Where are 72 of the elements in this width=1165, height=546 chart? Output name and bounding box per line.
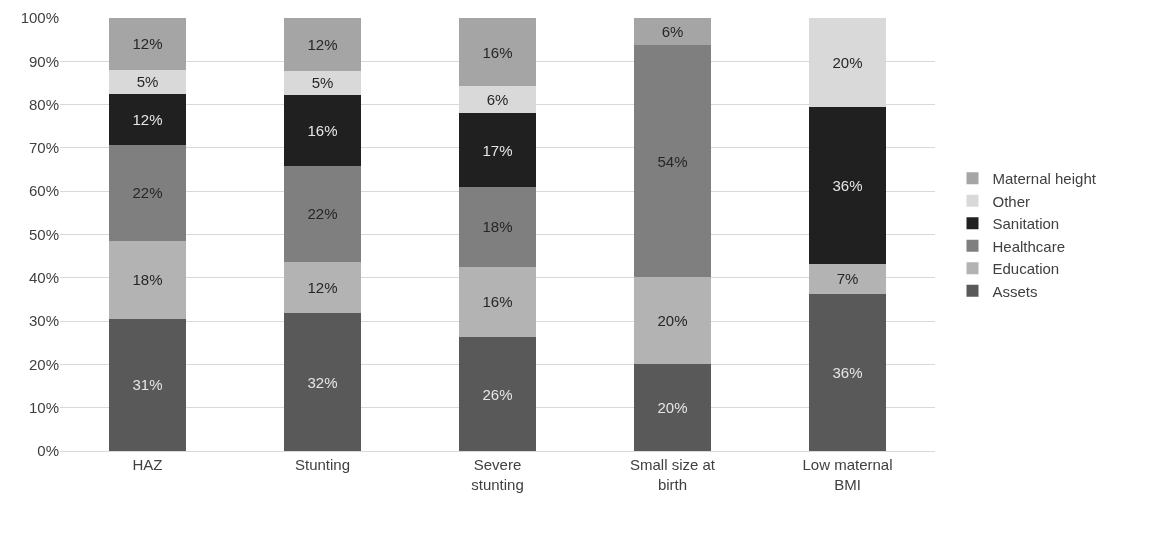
data-label: 32% xyxy=(307,373,338,391)
x-tick-label: Low maternal BMI xyxy=(802,456,893,493)
data-label: 31% xyxy=(132,376,163,394)
bar xyxy=(459,266,536,338)
data-label: 5% xyxy=(311,74,334,92)
bar xyxy=(284,71,361,95)
data-label: 12% xyxy=(132,35,163,53)
bar xyxy=(109,69,186,94)
legend-label: Other xyxy=(992,192,1031,210)
bar xyxy=(809,293,886,451)
bar xyxy=(284,262,361,314)
data-label: 5% xyxy=(136,73,159,91)
data-label: 12% xyxy=(307,279,338,297)
bar xyxy=(284,18,361,72)
bar xyxy=(634,363,711,451)
bar xyxy=(459,113,536,188)
data-label: 18% xyxy=(482,218,513,236)
y-tick-label: 0% xyxy=(37,442,59,460)
bar xyxy=(284,313,361,451)
bar xyxy=(109,144,186,241)
data-label: 7% xyxy=(836,270,859,288)
data-label: 26% xyxy=(482,385,513,403)
data-label: 16% xyxy=(482,293,513,311)
bar xyxy=(284,165,361,263)
data-label: 18% xyxy=(132,271,163,289)
data-label: 20% xyxy=(832,53,863,71)
data-label: 20% xyxy=(657,311,688,329)
bar xyxy=(284,94,361,166)
y-tick-label: 100% xyxy=(20,9,59,27)
y-tick-label: 30% xyxy=(28,312,59,330)
legend-label: Sanitation xyxy=(992,215,1060,233)
y-tick-label: 90% xyxy=(28,52,59,70)
x-tick-label: Small size at birth xyxy=(629,456,716,493)
bar xyxy=(809,106,886,264)
y-tick-label: 50% xyxy=(28,225,59,243)
y-tick-label: 20% xyxy=(28,355,59,373)
legend-label: Assets xyxy=(992,282,1038,300)
x-tick-label: HAZ xyxy=(132,456,163,473)
legend-label: Maternal height xyxy=(992,170,1097,188)
data-label: 17% xyxy=(482,141,513,159)
data-label: 16% xyxy=(482,43,513,61)
y-tick-label: 70% xyxy=(28,139,59,157)
x-tick-label: Stunting xyxy=(294,456,351,473)
data-label: 6% xyxy=(661,22,684,40)
data-label: 22% xyxy=(132,184,163,202)
data-label: 36% xyxy=(832,363,863,381)
bar xyxy=(109,241,186,319)
data-label: 22% xyxy=(307,205,338,223)
data-label: 12% xyxy=(307,36,338,54)
legend-label: Education xyxy=(992,260,1060,278)
y-tick-label: 60% xyxy=(28,182,59,200)
data-label: 36% xyxy=(832,176,863,194)
data-label: 6% xyxy=(486,91,509,109)
legend-label: Healthcare xyxy=(992,237,1066,255)
y-tick-label: 80% xyxy=(28,95,59,113)
data-label: 20% xyxy=(657,398,688,416)
bar xyxy=(634,277,711,364)
data-label: 54% xyxy=(657,152,688,170)
bar xyxy=(809,263,886,294)
bar xyxy=(109,93,186,145)
data-label: 16% xyxy=(307,121,338,139)
bar xyxy=(109,18,186,70)
bar xyxy=(109,318,186,451)
y-tick-label: 10% xyxy=(28,398,59,416)
bar xyxy=(634,44,711,278)
bar xyxy=(459,187,536,267)
x-tick-label: Severe stunting xyxy=(471,456,524,493)
bar xyxy=(634,18,711,45)
data-label: 12% xyxy=(132,110,163,128)
bar xyxy=(459,18,536,87)
y-tick-label: 40% xyxy=(28,269,59,287)
bar xyxy=(459,337,536,451)
